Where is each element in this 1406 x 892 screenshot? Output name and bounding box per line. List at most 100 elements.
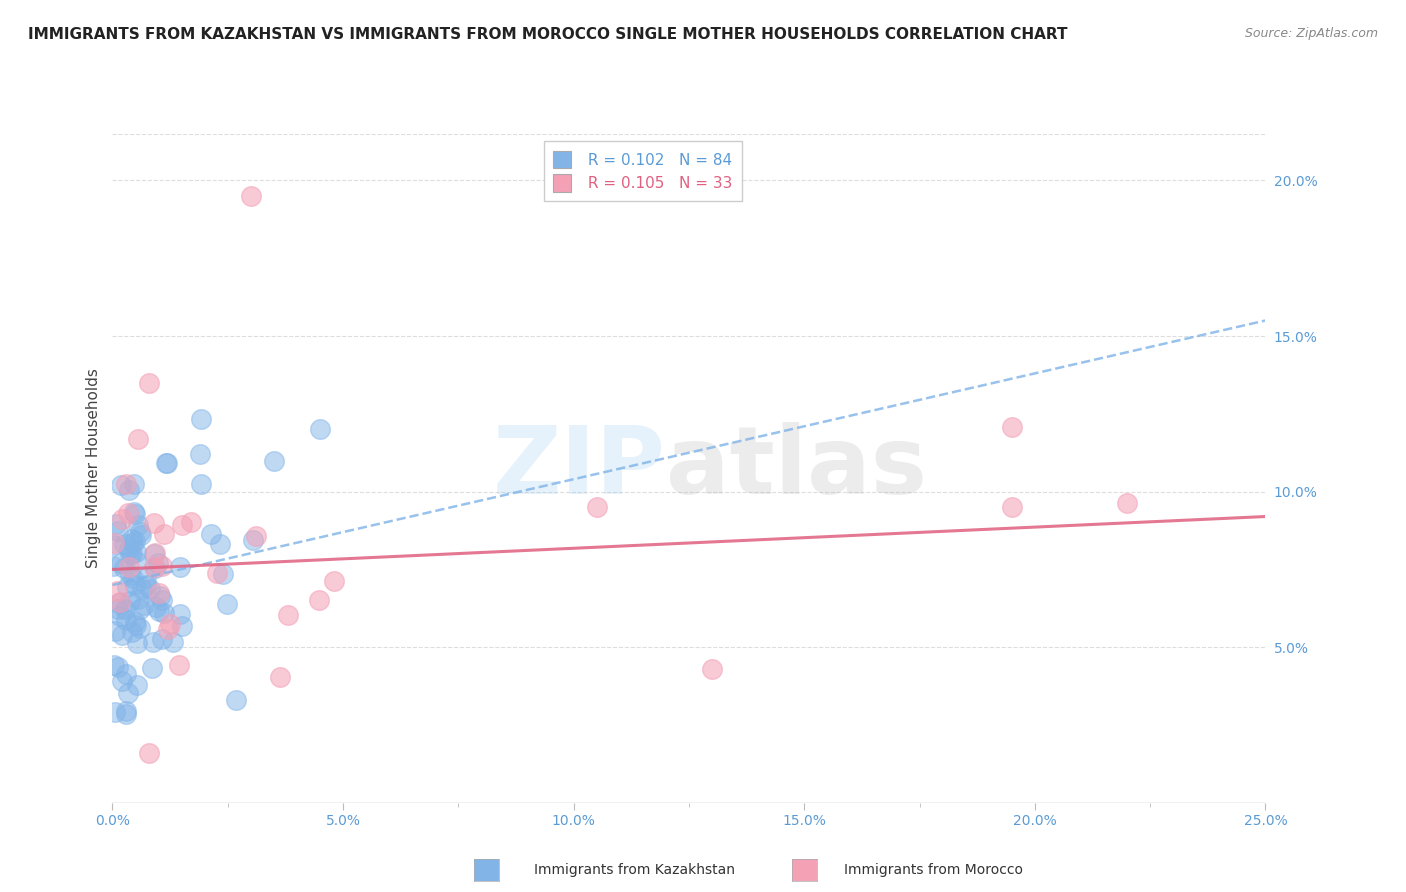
Point (108, 609, 131, 624)
Point (142, 635, 165, 649)
Point (122, 571, 145, 585)
Point (143, 547, 166, 561)
Point (122, 477, 145, 491)
Point (143, 546, 166, 560)
Point (156, 456, 179, 470)
Point (125, 545, 148, 559)
Text: ZIP: ZIP (494, 422, 666, 515)
Point (121, 547, 143, 561)
Point (117, 506, 139, 520)
Text: 25.0%: 25.0% (1243, 814, 1288, 828)
Point (128, 602, 150, 616)
Point (188, 447, 211, 461)
Point (322, 574, 344, 588)
Point (138, 746, 160, 760)
Point (103, 536, 125, 550)
Point (205, 566, 228, 580)
Point (121, 624, 143, 639)
Point (118, 560, 141, 574)
Point (120, 594, 142, 608)
Point (159, 616, 181, 631)
Point (167, 658, 190, 673)
Y-axis label: Single Mother Households: Single Mother Households (86, 368, 101, 568)
Point (1001, 500, 1024, 515)
Point (103, 657, 125, 672)
Point (148, 604, 170, 618)
Point (1116, 496, 1139, 510)
Point (200, 526, 222, 541)
Point (115, 706, 138, 721)
Point (115, 580, 138, 594)
Point (127, 592, 149, 607)
Point (121, 533, 143, 547)
Point (148, 586, 170, 600)
Point (146, 556, 169, 570)
Point (132, 598, 155, 612)
Text: Immigrants from Kazakhstan: Immigrants from Kazakhstan (534, 863, 735, 877)
Point (114, 704, 136, 718)
Point (153, 527, 176, 541)
Point (112, 561, 135, 575)
Point (104, 706, 127, 720)
Point (117, 542, 139, 557)
Point (162, 635, 184, 649)
Point (585, 500, 607, 515)
Point (124, 505, 146, 519)
Text: Immigrants from Morocco: Immigrants from Morocco (844, 863, 1022, 877)
Point (107, 524, 129, 538)
Point (128, 621, 150, 635)
Point (117, 686, 139, 700)
Point (150, 632, 173, 646)
Text: 10.0%: 10.0% (551, 814, 596, 828)
Point (110, 556, 132, 570)
Point (118, 568, 141, 582)
Point (143, 560, 166, 574)
Point (141, 660, 163, 674)
Point (128, 525, 150, 540)
Point (239, 189, 262, 203)
Point (217, 597, 239, 611)
Point (190, 411, 212, 425)
Point (103, 538, 125, 552)
Point (124, 615, 146, 629)
Point (245, 528, 267, 542)
Point (114, 602, 136, 616)
Point (242, 533, 264, 547)
Point (180, 515, 202, 529)
Point (208, 537, 231, 551)
Point (170, 518, 193, 533)
Point (190, 477, 212, 491)
Point (308, 593, 330, 607)
Text: 5.0%: 5.0% (326, 814, 360, 828)
Point (309, 422, 332, 436)
Point (263, 453, 285, 467)
Text: IMMIGRANTS FROM KAZAKHSTAN VS IMMIGRANTS FROM MOROCCO SINGLE MOTHER HOUSEHOLDS C: IMMIGRANTS FROM KAZAKHSTAN VS IMMIGRANTS… (28, 27, 1067, 42)
Point (107, 602, 129, 616)
Point (1001, 419, 1024, 434)
Point (169, 607, 191, 621)
Text: 20.0%: 20.0% (1012, 814, 1057, 828)
Point (114, 477, 136, 491)
Point (150, 558, 173, 573)
Point (152, 592, 174, 607)
Point (121, 536, 143, 550)
Text: Source: ZipAtlas.com: Source: ZipAtlas.com (1244, 27, 1378, 40)
Point (155, 456, 177, 470)
Point (105, 517, 128, 532)
Point (118, 483, 141, 497)
Point (135, 572, 157, 586)
Text: 15.0%: 15.0% (782, 814, 827, 828)
Point (110, 477, 132, 491)
Point (269, 670, 291, 684)
Point (125, 618, 148, 632)
Point (700, 662, 723, 676)
Point (118, 548, 141, 562)
Point (143, 516, 166, 530)
Point (225, 693, 247, 707)
Point (169, 560, 191, 574)
Point (104, 624, 127, 639)
Point (129, 528, 152, 542)
Point (124, 533, 146, 548)
Point (172, 619, 194, 633)
Text: atlas: atlas (666, 422, 927, 515)
